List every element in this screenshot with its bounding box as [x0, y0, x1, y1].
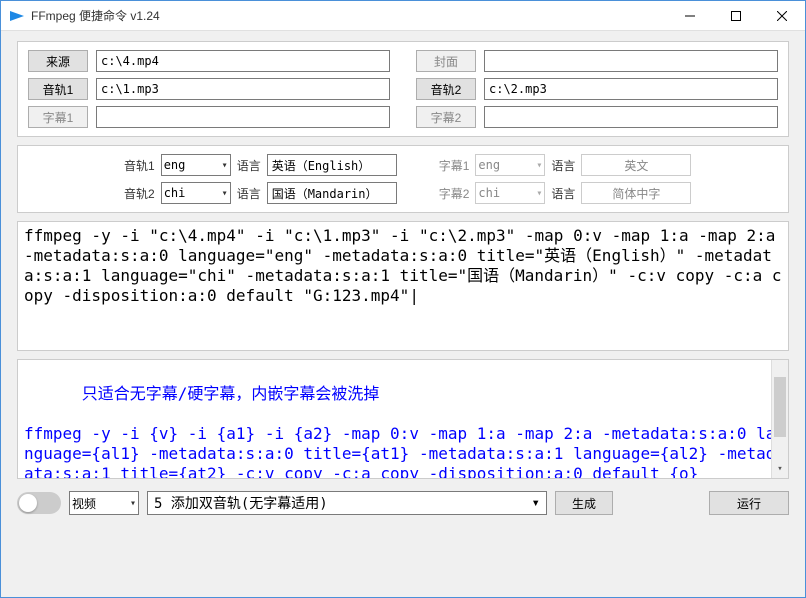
audio1-lang-name[interactable]	[267, 154, 397, 176]
sub2-lang-select: chi ▾	[475, 182, 545, 204]
maximize-icon	[731, 11, 741, 21]
maximize-button[interactable]	[713, 1, 759, 31]
app-window: FFmpeg 便捷命令 v1.24 来源 封面 音轨1 音轨2	[0, 0, 806, 598]
generate-button[interactable]: 生成	[555, 491, 613, 515]
sub1-button: 字幕1	[28, 106, 88, 128]
minimize-icon	[685, 11, 695, 21]
chevron-down-icon: ▾	[532, 495, 540, 511]
audio2-input[interactable]	[484, 78, 778, 100]
sub2-lang-value: chi	[478, 186, 500, 200]
sub2-input[interactable]	[484, 106, 778, 128]
audio1-input[interactable]	[96, 78, 390, 100]
preset-select[interactable]: 5 添加双音轨(无字幕适用) ▾	[147, 491, 547, 515]
language-panel: 音轨1 eng ▾ 语言 字幕1 eng ▾ 语言 英文 音轨2 chi ▾ 语言 字…	[17, 145, 789, 213]
sub1-lang-label: 字幕1	[439, 157, 470, 174]
category-select[interactable]: 视频 ▾	[69, 491, 139, 515]
toggle-knob	[19, 494, 37, 512]
command-text: ffmpeg -y -i "c:\4.mp4" -i "c:\1.mp3" -i…	[24, 226, 785, 305]
audio1-lang-value: eng	[164, 158, 186, 172]
audio2-lang-name[interactable]	[267, 182, 397, 204]
app-icon	[9, 8, 25, 24]
sub1-lang-select: eng ▾	[475, 154, 545, 176]
audio2-lang-select[interactable]: chi ▾	[161, 182, 231, 204]
cover-input[interactable]	[484, 50, 778, 72]
sub2-lang-label: 字幕2	[439, 185, 470, 202]
chevron-down-icon: ▾	[222, 160, 228, 171]
sub1-lang-name: 英文	[581, 154, 691, 176]
close-button[interactable]	[759, 1, 805, 31]
lang-label-a2: 语言	[237, 185, 261, 202]
audio2-lang-label: 音轨2	[124, 185, 155, 202]
audio2-button[interactable]: 音轨2	[416, 78, 476, 100]
toggle-switch[interactable]	[17, 492, 61, 514]
close-icon	[777, 11, 787, 21]
sub2-lang-name: 简体中字	[581, 182, 691, 204]
window-controls	[667, 1, 805, 31]
sub2-button: 字幕2	[416, 106, 476, 128]
minimize-button[interactable]	[667, 1, 713, 31]
source-button[interactable]: 来源	[28, 50, 88, 72]
scroll-thumb[interactable]	[774, 377, 786, 437]
content-area: 来源 封面 音轨1 音轨2 字幕1 字幕2	[1, 31, 805, 597]
lang-label-s1: 语言	[551, 157, 575, 174]
chevron-down-icon: ▾	[536, 188, 542, 199]
source-input[interactable]	[96, 50, 390, 72]
template-note: 只适合无字幕/硬字幕，内嵌字幕会被洗掉	[82, 384, 380, 403]
sub1-input[interactable]	[96, 106, 390, 128]
template-box[interactable]: 只适合无字幕/硬字幕，内嵌字幕会被洗掉 ffmpeg -y -i {v} -i {…	[17, 359, 789, 479]
run-button[interactable]: 运行	[709, 491, 789, 515]
category-value: 视频	[72, 495, 96, 512]
file-inputs-panel: 来源 封面 音轨1 音轨2 字幕1 字幕2	[17, 41, 789, 137]
text-cursor	[409, 286, 419, 305]
audio1-lang-label: 音轨1	[124, 157, 155, 174]
chevron-down-icon: ▾	[222, 188, 228, 199]
lang-label-a1: 语言	[237, 157, 261, 174]
chevron-down-icon: ▾	[536, 160, 542, 171]
audio1-button[interactable]: 音轨1	[28, 78, 88, 100]
bottom-bar: 视频 ▾ 5 添加双音轨(无字幕适用) ▾ 生成 运行	[17, 487, 789, 515]
scroll-down-icon[interactable]: ▾	[772, 461, 788, 478]
scrollbar[interactable]: ▴ ▾	[771, 360, 788, 478]
preset-value: 5 添加双音轨(无字幕适用)	[154, 493, 328, 513]
audio2-lang-value: chi	[164, 186, 186, 200]
template-command: ffmpeg -y -i {v} -i {a1} -i {a2} -map 0:…	[24, 424, 775, 479]
audio1-lang-select[interactable]: eng ▾	[161, 154, 231, 176]
command-output[interactable]: ffmpeg -y -i "c:\4.mp4" -i "c:\1.mp3" -i…	[17, 221, 789, 351]
sub1-lang-value: eng	[478, 158, 500, 172]
chevron-down-icon: ▾	[130, 498, 136, 509]
window-title: FFmpeg 便捷命令 v1.24	[31, 7, 667, 24]
cover-button: 封面	[416, 50, 476, 72]
titlebar: FFmpeg 便捷命令 v1.24	[1, 1, 805, 31]
lang-label-s2: 语言	[551, 185, 575, 202]
